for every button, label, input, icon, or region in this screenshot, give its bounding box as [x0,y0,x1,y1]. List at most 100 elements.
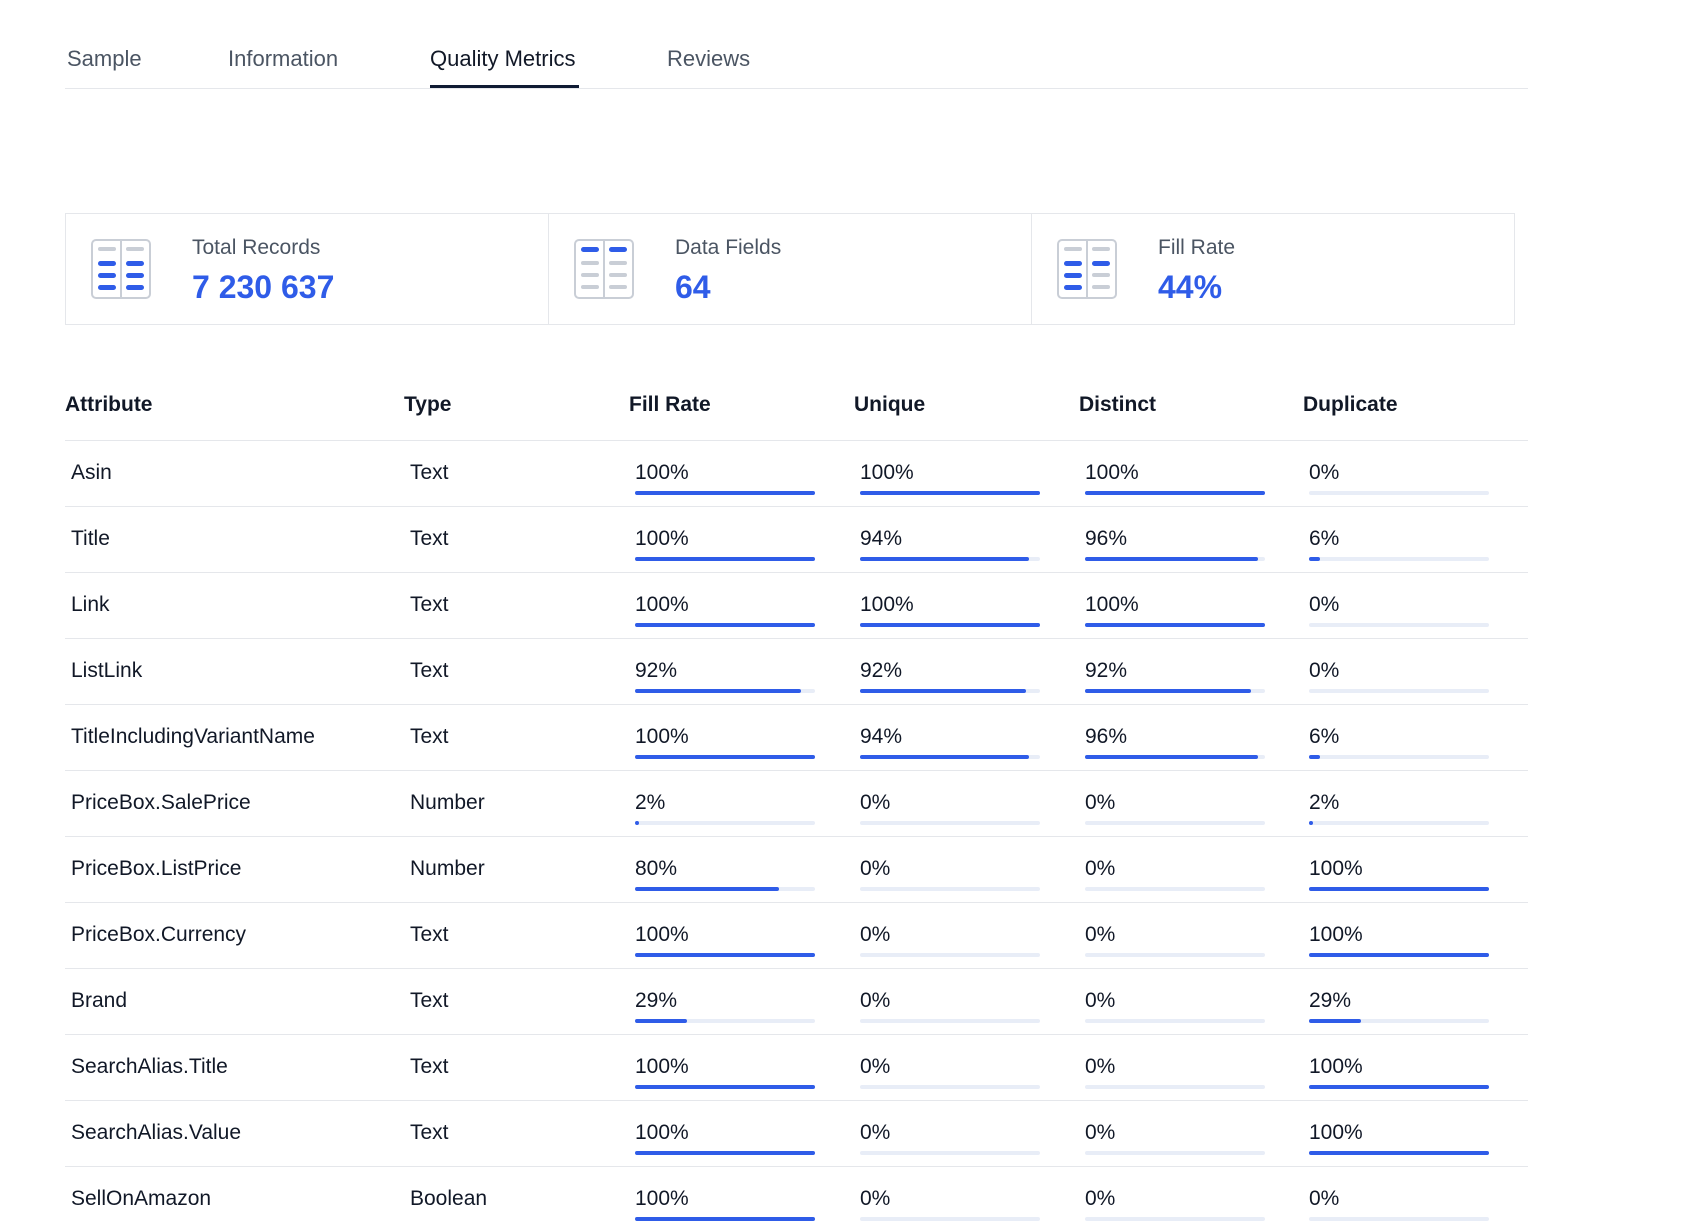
distinct-cell: 0% [1085,923,1265,957]
distinct-value: 92% [1085,659,1128,682]
unique-cell: 94% [860,527,1040,561]
unique-cell: 0% [860,1121,1040,1155]
fill-rate-progress-fill [635,557,815,561]
fill-rate-cell: 100% [635,593,815,627]
stat-value: 64 [675,269,711,305]
attribute-cell: SellOnAmazon [71,1187,212,1210]
duplicate-progress-fill [1309,887,1489,891]
duplicate-value: 0% [1309,659,1340,682]
duplicate-cell: 0% [1309,1187,1489,1221]
distinct-value: 100% [1085,461,1139,484]
fill-rate-progress-track [635,1019,815,1023]
quality-metrics-table: Attribute Type Fill Rate Unique Distinct… [65,375,1528,1226]
duplicate-value: 6% [1309,725,1340,748]
duplicate-cell: 6% [1309,725,1489,759]
distinct-progress-fill [1085,623,1265,627]
type-cell: Number [410,857,485,880]
duplicate-value: 0% [1309,461,1340,484]
tab-sample[interactable]: Sample [67,46,142,71]
fill-rate-progress-track [635,953,815,957]
fill-rate-progress-fill [635,1085,815,1089]
duplicate-cell: 0% [1309,659,1489,693]
fill-rate-value: 2% [635,791,666,814]
distinct-cell: 0% [1085,1121,1265,1155]
distinct-value: 0% [1085,1121,1116,1144]
fill-rate-cell: 100% [635,725,815,759]
attribute-cell: SearchAlias.Title [71,1055,228,1078]
fill-rate-cell: 80% [635,857,815,891]
table-header: Attribute Type Fill Rate Unique Distinct… [65,375,1528,441]
fill-rate-value: 80% [635,857,678,880]
table-row: Link Text 100% 100% 100% 0% [65,573,1528,639]
unique-progress-fill [860,623,1040,627]
fill-rate-progress-track [635,623,815,627]
fill-rate-progress-track [635,557,815,561]
attribute-cell: TitleIncludingVariantName [71,725,315,748]
unique-progress-fill [860,557,1030,561]
duplicate-progress-fill [1309,821,1313,825]
unique-progress-track [860,623,1040,627]
duplicate-progress-track [1309,1217,1489,1221]
distinct-value: 0% [1085,1055,1116,1078]
type-cell: Number [410,791,485,814]
unique-progress-track [860,953,1040,957]
duplicate-progress-track [1309,755,1489,759]
unique-cell: 94% [860,725,1040,759]
type-cell: Text [410,593,449,616]
stat-value: 7 230 637 [192,269,335,305]
duplicate-progress-track [1309,557,1489,561]
column-header-fill-rate: Fill Rate [629,393,711,416]
duplicate-progress-track [1309,1151,1489,1155]
stat-label: Data Fields [675,236,782,259]
unique-progress-track [860,1151,1040,1155]
distinct-cell: 0% [1085,857,1265,891]
fill-rate-cell: 100% [635,1187,815,1221]
type-cell: Text [410,725,449,748]
fill-rate-value: 29% [635,989,678,1012]
duplicate-cell: 100% [1309,923,1489,957]
fill-rate-cell: 92% [635,659,815,693]
unique-cell: 0% [860,857,1040,891]
active-tab-indicator [430,85,579,88]
fill-rate-progress-fill [635,1217,815,1221]
distinct-value: 0% [1085,1187,1116,1210]
attribute-cell: Title [71,527,110,550]
distinct-progress-track [1085,1151,1265,1155]
distinct-cell: 100% [1085,593,1265,627]
attribute-cell: SearchAlias.Value [71,1121,242,1144]
stat-card-data-fields: Data Fields 64 [549,214,1032,324]
tab-reviews[interactable]: Reviews [667,46,751,71]
unique-progress-track [860,1019,1040,1023]
unique-progress-track [860,1085,1040,1089]
type-cell: Boolean [410,1187,488,1210]
duplicate-value: 6% [1309,527,1340,550]
unique-cell: 100% [860,461,1040,495]
table-row: Title Text 100% 94% 96% 6% [65,507,1528,573]
table-row: SearchAlias.Title Text 100% 0% 0% 100% [65,1035,1528,1101]
duplicate-progress-fill [1309,953,1489,957]
unique-progress-track [860,491,1040,495]
unique-cell: 92% [860,659,1040,693]
unique-value: 0% [860,989,891,1012]
unique-value: 92% [860,659,903,682]
fill-rate-value: 100% [635,1187,689,1210]
duplicate-progress-fill [1309,557,1320,561]
fill-rate-cell: 100% [635,461,815,495]
distinct-progress-track [1085,953,1265,957]
unique-value: 0% [860,791,891,814]
table-row: Brand Text 29% 0% 0% 29% [65,969,1528,1035]
distinct-progress-fill [1085,689,1251,693]
duplicate-progress-track [1309,689,1489,693]
table-icon [574,239,634,299]
tab-information[interactable]: Information [228,46,339,71]
duplicate-cell: 6% [1309,527,1489,561]
unique-value: 0% [860,1121,891,1144]
distinct-progress-fill [1085,755,1258,759]
distinct-value: 96% [1085,527,1128,550]
fill-rate-progress-fill [635,887,779,891]
duplicate-progress-fill [1309,755,1320,759]
unique-cell: 0% [860,791,1040,825]
tab-quality-metrics[interactable]: Quality Metrics [430,46,576,71]
distinct-value: 96% [1085,725,1128,748]
stat-cards: Total Records 7 230 637 Data Fields 64 [65,213,1515,325]
